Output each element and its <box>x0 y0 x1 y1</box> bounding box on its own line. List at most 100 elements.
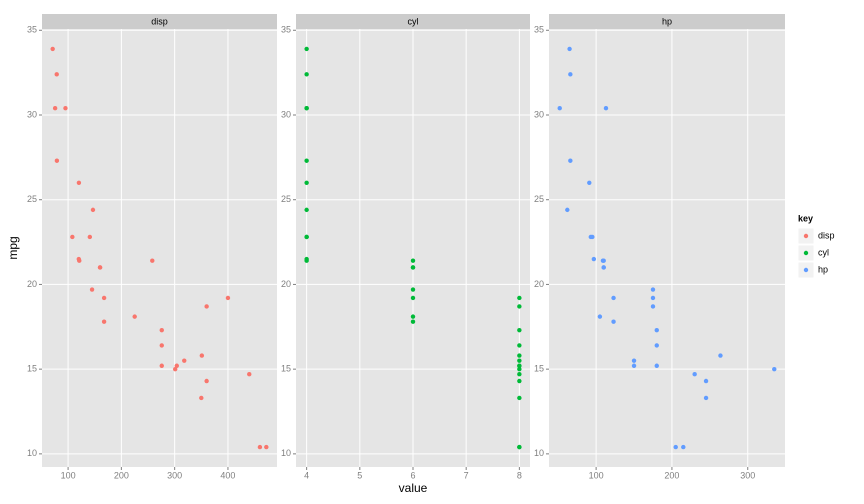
y-tick-label: 15 <box>27 364 37 374</box>
point <box>77 258 82 263</box>
point <box>517 327 522 333</box>
point <box>204 304 209 309</box>
point <box>703 395 709 401</box>
point <box>631 363 637 368</box>
point <box>132 314 137 319</box>
point <box>517 378 522 384</box>
point <box>97 265 103 270</box>
x-tick-label: 300 <box>740 470 755 480</box>
point <box>304 180 309 185</box>
y-tick-label: 20 <box>27 279 37 289</box>
point <box>517 343 522 348</box>
point <box>692 372 697 377</box>
y-tick-label: 25 <box>534 194 544 204</box>
point <box>517 372 522 377</box>
point <box>76 180 82 185</box>
point <box>590 234 595 240</box>
point <box>410 265 416 270</box>
point <box>150 258 155 263</box>
x-tick-label: 400 <box>220 470 235 480</box>
point <box>410 258 416 263</box>
y-tick-label: 25 <box>281 194 291 204</box>
point <box>517 395 522 401</box>
point <box>304 234 309 240</box>
point <box>257 444 263 450</box>
strip-label: disp <box>151 16 168 26</box>
y-tick-label: 35 <box>27 25 37 35</box>
x-tick-label: 200 <box>114 470 129 480</box>
x-tick-label: 100 <box>61 470 76 480</box>
strip <box>42 14 277 29</box>
point <box>517 366 522 372</box>
point <box>591 256 597 262</box>
y-tick-label: 15 <box>534 364 544 374</box>
point <box>654 343 659 348</box>
point <box>650 295 656 301</box>
point <box>568 158 573 163</box>
point <box>174 363 179 368</box>
point <box>654 327 659 333</box>
strip <box>296 14 530 29</box>
point <box>70 234 75 240</box>
legend-title: key <box>798 213 813 223</box>
point <box>89 287 95 292</box>
x-tick-label: 8 <box>517 470 522 480</box>
point <box>517 304 522 309</box>
point <box>304 207 309 213</box>
y-tick-label: 30 <box>534 109 544 119</box>
point <box>304 106 309 111</box>
y-tick-label: 10 <box>281 448 291 458</box>
point <box>772 366 777 372</box>
point <box>304 258 309 263</box>
point <box>718 353 723 358</box>
y-axis-label: mpg <box>6 236 20 259</box>
point <box>63 106 68 111</box>
point <box>204 378 209 384</box>
y-tick-label: 10 <box>27 448 37 458</box>
point <box>199 353 205 358</box>
point <box>568 72 573 77</box>
point <box>54 158 60 163</box>
point <box>611 295 616 301</box>
point <box>87 234 93 240</box>
point <box>90 207 96 213</box>
point <box>247 372 252 377</box>
legend-label: hp <box>818 264 828 274</box>
point <box>654 363 659 368</box>
point <box>264 444 269 450</box>
point <box>182 358 187 363</box>
point <box>603 106 609 111</box>
y-tick-label: 35 <box>534 25 544 35</box>
point <box>517 295 522 301</box>
panel-background <box>42 29 277 467</box>
point <box>517 358 522 363</box>
strip-label: hp <box>662 16 672 26</box>
point <box>159 363 164 368</box>
strip <box>549 14 785 29</box>
point <box>703 378 709 384</box>
point <box>225 295 231 301</box>
y-tick-label: 10 <box>534 448 544 458</box>
x-tick-label: 100 <box>589 470 604 480</box>
point <box>557 106 562 111</box>
y-tick-label: 30 <box>281 109 291 119</box>
point <box>567 46 572 52</box>
point <box>101 295 107 301</box>
point <box>565 207 570 213</box>
legend-marker <box>803 233 809 239</box>
y-tick-label: 30 <box>27 109 37 119</box>
legend-marker <box>803 267 809 273</box>
point <box>50 46 55 52</box>
point <box>410 319 416 324</box>
x-tick-label: 6 <box>410 470 415 480</box>
legend-label: disp <box>818 230 835 240</box>
point <box>601 265 606 270</box>
point <box>600 258 606 263</box>
point <box>410 287 416 292</box>
point <box>597 314 603 319</box>
point <box>52 106 58 111</box>
y-tick-label: 20 <box>281 279 291 289</box>
x-tick-label: 300 <box>167 470 182 480</box>
point <box>673 444 678 450</box>
